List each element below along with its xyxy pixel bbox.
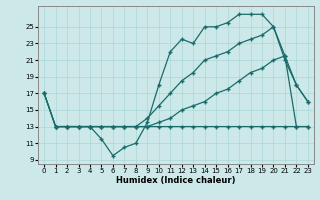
X-axis label: Humidex (Indice chaleur): Humidex (Indice chaleur) bbox=[116, 176, 236, 185]
